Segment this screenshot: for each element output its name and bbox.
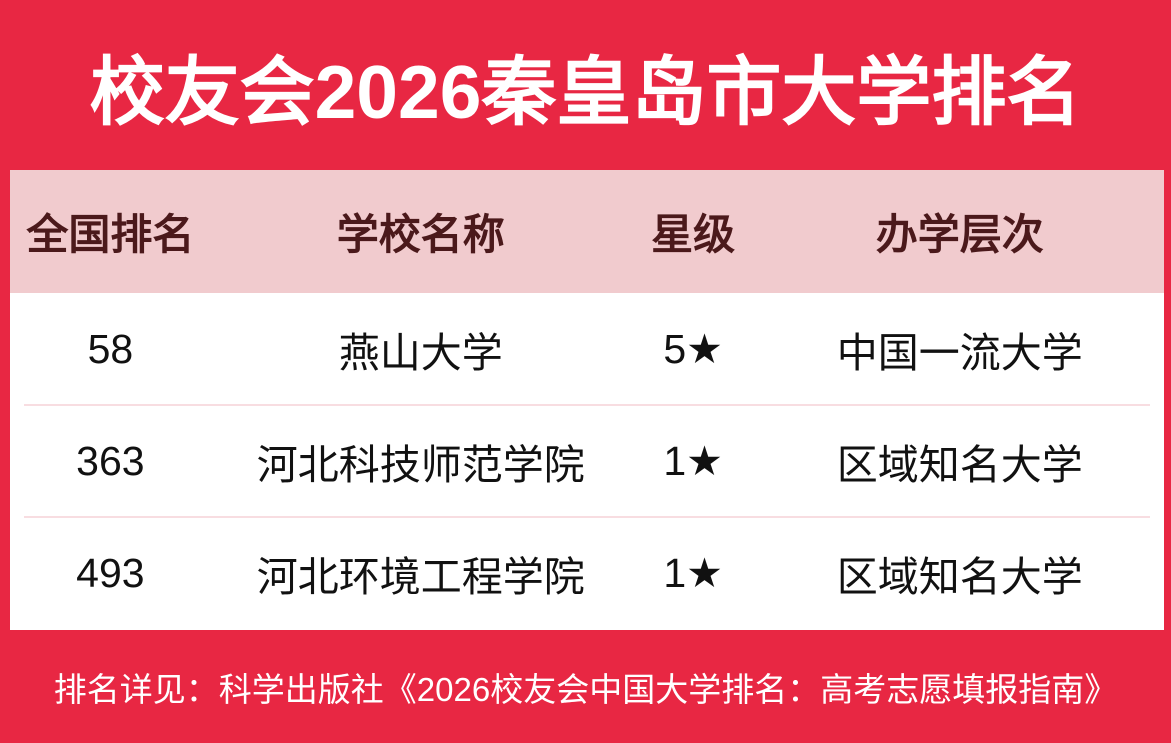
title-bar: 校友会2026秦皇岛市大学排名 [0, 0, 1171, 170]
cell-national-rank: 363 [76, 437, 145, 484]
footer: 排名详见：科学出版社《2026校友会中国大学排名：高考志愿填报指南》 [0, 630, 1171, 743]
cell-star-level: 1★ [663, 438, 723, 484]
cell-education-tier: 中国一流大学 [836, 330, 1083, 376]
page-title: 校友会2026秦皇岛市大学排名 [89, 49, 1082, 134]
cell-star-level: 1★ [663, 550, 723, 596]
cell-star-level: 5★ [663, 326, 723, 372]
table-row: 363 河北科技师范学院 1★ 区域知名大学 [10, 404, 1164, 517]
table-row: 58 燕山大学 5★ 中国一流大学 [10, 293, 1164, 405]
column-header-national-rank: 全国排名 [26, 211, 195, 258]
ranking-table: 全国排名 学校名称 星级 办学层次 58 燕山大学 5★ 中国一流大学 363 … [10, 170, 1164, 630]
column-header-school-name: 学校名称 [336, 211, 505, 258]
cell-education-tier: 区域知名大学 [836, 442, 1083, 488]
table-row: 493 河北环境工程学院 1★ 区域知名大学 [10, 516, 1164, 629]
cell-national-rank: 58 [87, 325, 134, 372]
footer-note: 排名详见：科学出版社《2026校友会中国大学排名：高考志愿填报指南》 [53, 670, 1118, 708]
cell-school-name: 燕山大学 [338, 330, 503, 376]
cell-school-name: 河北科技师范学院 [256, 442, 585, 488]
column-header-star-level: 星级 [651, 211, 736, 258]
cell-national-rank: 493 [76, 549, 145, 596]
cell-school-name: 河北环境工程学院 [256, 554, 585, 600]
column-header-education-tier: 办学层次 [875, 211, 1044, 258]
table-header-row: 全国排名 学校名称 星级 办学层次 [10, 170, 1164, 293]
cell-education-tier: 区域知名大学 [836, 554, 1083, 600]
